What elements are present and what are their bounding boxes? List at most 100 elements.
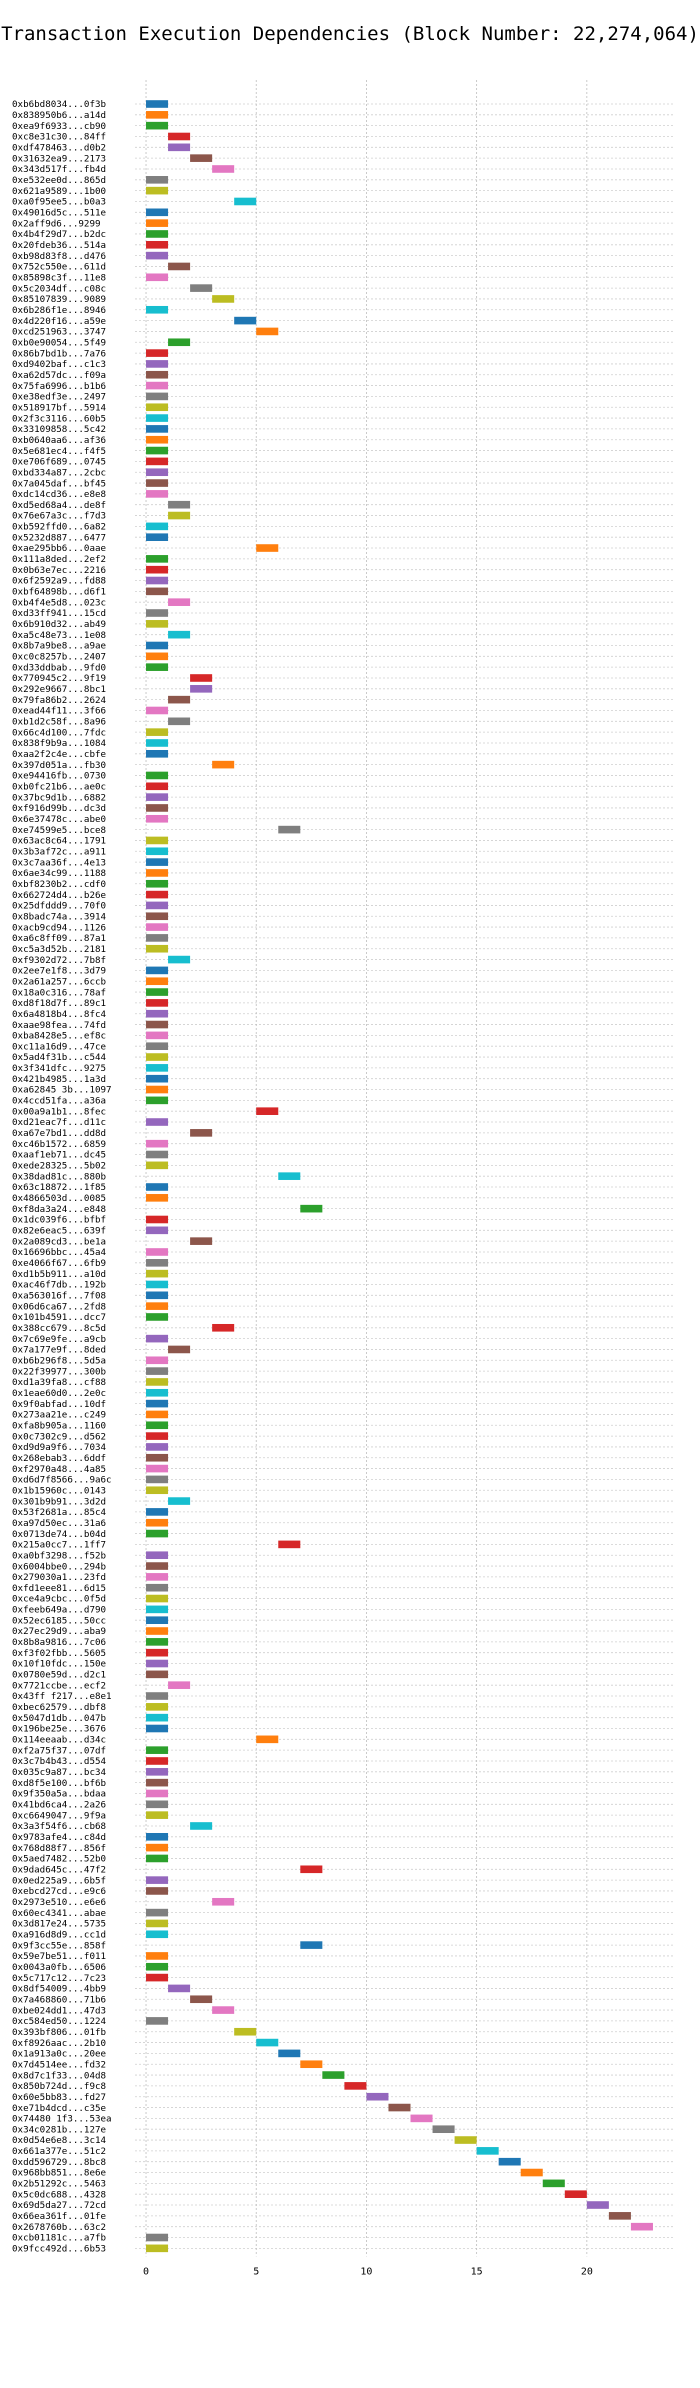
y-tick-label: 0x69d5da27...72cd bbox=[12, 2200, 106, 2211]
bar bbox=[146, 728, 169, 736]
y-tick-label: 0x0b63e7ec...2216 bbox=[12, 565, 106, 576]
y-tick-label: 0x5047d1db...047b bbox=[12, 1713, 106, 1724]
bar bbox=[366, 2092, 389, 2101]
bar bbox=[146, 533, 169, 541]
y-tick-label: 0x22f39977...300b bbox=[12, 1366, 106, 1377]
bar bbox=[146, 1118, 169, 1126]
y-tick-label: 0x3f341dfc...9275 bbox=[12, 1063, 106, 1074]
bar bbox=[278, 1540, 301, 1549]
bar bbox=[146, 1269, 169, 1278]
bar bbox=[520, 2168, 543, 2177]
bar bbox=[212, 1897, 235, 1906]
bar bbox=[146, 1962, 169, 1971]
bar bbox=[146, 988, 169, 996]
bar bbox=[322, 2071, 345, 2079]
bar bbox=[146, 1486, 169, 1495]
y-tick-label: 0x3c7b4b43...d554 bbox=[12, 1756, 107, 1767]
bar bbox=[256, 544, 279, 552]
y-tick-label: 0x5c0dc688...4328 bbox=[12, 2189, 106, 2200]
bar bbox=[234, 197, 257, 206]
bar bbox=[146, 2233, 169, 2242]
y-tick-label: 0x63ac8c64...1791 bbox=[12, 836, 106, 847]
bar bbox=[146, 1973, 169, 1982]
bar bbox=[168, 955, 191, 964]
bar bbox=[212, 760, 235, 769]
y-tick-label: 0x52ec6185...50cc bbox=[12, 1615, 106, 1626]
bar bbox=[146, 1908, 169, 1917]
bar bbox=[146, 1854, 169, 1863]
y-tick-label: 0x114eeaab...d34c bbox=[12, 1735, 106, 1746]
bar bbox=[146, 1009, 169, 1018]
y-tick-label: 0x111a8ded...2ef2 bbox=[12, 554, 106, 565]
bar bbox=[146, 1248, 169, 1256]
y-tick-label: 0xf9302d72...7b8f bbox=[12, 955, 106, 966]
y-tick-label: 0xbd334a87...2cbc bbox=[12, 467, 106, 478]
y-tick-label: 0x79fa86b2...2624 bbox=[12, 695, 107, 706]
bar bbox=[146, 1659, 169, 1668]
y-tick-label: 0x6a4818b4...8fc4 bbox=[12, 1009, 107, 1020]
bar bbox=[146, 1811, 169, 1819]
y-tick-label: 0xd9d9a9f6...7034 bbox=[12, 1442, 107, 1453]
y-tick-label: 0x8d7c1f33...04d8 bbox=[12, 2070, 106, 2081]
bar bbox=[146, 1638, 169, 1646]
bar bbox=[146, 370, 169, 379]
y-tick-label: 0xf8da3a24...e848 bbox=[12, 1204, 106, 1215]
bar bbox=[146, 186, 169, 195]
bar bbox=[146, 1399, 169, 1408]
y-tick-label: 0xdc14cd36...e8e8 bbox=[12, 489, 106, 500]
bar bbox=[146, 782, 169, 791]
y-tick-label: 0x770945c2...9f19 bbox=[12, 673, 106, 684]
y-tick-label: 0xfd1eee81...6d15 bbox=[12, 1583, 106, 1594]
y-tick-label: 0x10f10fdc...150e bbox=[12, 1659, 106, 1670]
y-tick-label: 0x1a913a0c...20ee bbox=[12, 2049, 106, 2060]
bar bbox=[146, 652, 169, 661]
y-tick-label: 0xa0f95ee5...b0a3 bbox=[12, 197, 106, 208]
y-tick-label: 0x37bc9d1b...6882 bbox=[12, 792, 106, 803]
y-tick-label: 0xc5a3d52b...2181 bbox=[12, 944, 106, 955]
bar bbox=[146, 555, 169, 563]
bar bbox=[146, 1356, 169, 1365]
y-tick-label: 0xba8428e5...ef8c bbox=[12, 1031, 106, 1042]
y-tick-label: 0xd9402baf...c1c3 bbox=[12, 359, 106, 370]
bar bbox=[146, 890, 169, 899]
bar bbox=[146, 1378, 169, 1386]
bar bbox=[146, 879, 169, 888]
y-tick-label: 0x752c550e...611d bbox=[12, 262, 106, 273]
bar bbox=[300, 1204, 323, 1213]
y-tick-label: 0x292e9667...8bc1 bbox=[12, 684, 106, 695]
bar bbox=[146, 1443, 169, 1451]
bar bbox=[234, 2027, 257, 2036]
bar bbox=[146, 739, 169, 747]
y-tick-label: 0x27ec29d9...aba9 bbox=[12, 1626, 106, 1637]
bar bbox=[542, 2179, 565, 2188]
y-tick-label: 0x421b4985...1a3d bbox=[12, 1074, 106, 1085]
bar bbox=[168, 1345, 191, 1354]
y-tick-label: 0x301b9b91...3d2d bbox=[12, 1496, 106, 1507]
bar bbox=[190, 685, 213, 693]
bar bbox=[146, 641, 169, 650]
y-tick-label: 0xe4066f67...6fb9 bbox=[12, 1258, 106, 1269]
bar bbox=[146, 663, 169, 671]
y-tick-label: 0x3a3f54f6...cb68 bbox=[12, 1821, 106, 1832]
bar bbox=[146, 251, 169, 260]
bar bbox=[146, 1724, 169, 1733]
bar bbox=[146, 2244, 169, 2253]
y-tick-label: 0x2aff9d6...9299 bbox=[12, 218, 101, 229]
y-tick-label: 0xf8926aac...2b10 bbox=[12, 2038, 106, 2049]
y-tick-label: 0x53f2681a...85c4 bbox=[12, 1507, 107, 1518]
y-tick-label: 0xa62845 3b...1097 bbox=[12, 1085, 112, 1096]
bar bbox=[146, 1648, 169, 1657]
bar bbox=[146, 381, 169, 390]
y-tick-label: 0xea9f6933...cb90 bbox=[12, 121, 106, 132]
y-tick-label: 0xa916d8d9...cc1d bbox=[12, 1929, 106, 1940]
bar bbox=[256, 327, 279, 336]
bar bbox=[146, 176, 169, 184]
x-tick-label: 5 bbox=[253, 2266, 259, 2277]
y-tick-label: 0xb0fc21b6...ae0c bbox=[12, 781, 106, 792]
bar bbox=[146, 836, 169, 845]
y-tick-label: 0xb6bd8034...0f3b bbox=[12, 99, 106, 110]
bar bbox=[146, 1562, 169, 1570]
bar bbox=[146, 414, 169, 422]
bar bbox=[256, 1735, 279, 1744]
bar bbox=[146, 923, 169, 931]
